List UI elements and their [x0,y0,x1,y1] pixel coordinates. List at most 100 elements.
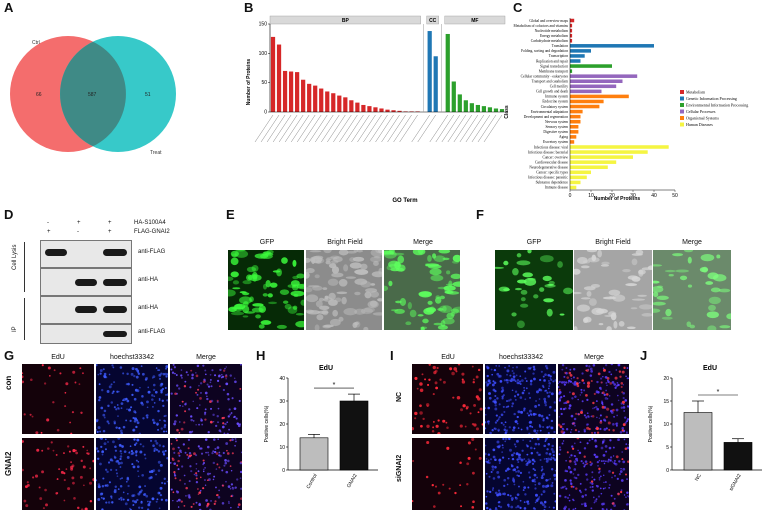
f-gfp-image [495,250,573,330]
go-bar [331,93,336,112]
j-y-tick: 20 [663,376,669,382]
kegg-bar-label: Infectious disease: viral [534,145,568,149]
venn-overlap [60,41,126,147]
go-bar [343,97,348,112]
h-y-tick: 0 [282,468,285,474]
kegg-bar [570,114,581,119]
go-bar [313,85,318,112]
kegg-bar [570,99,604,104]
panel-label-h: H [256,348,266,363]
kegg-bar-label: Environmental adaptation [531,110,568,114]
kegg-bar-label: Cancer: overview [543,155,569,159]
i-edu-title: EdU [441,354,455,361]
go-category-tick [459,114,479,143]
go-category-tick [477,114,497,143]
kegg-bar [570,150,648,154]
panel-label-e: E [226,207,235,222]
go-y-axis-label: Number of Proteins [246,59,252,106]
kegg-bar [570,54,585,58]
venn-right-label: Treat [150,150,162,156]
j-y-tick: 0 [666,468,669,474]
panel-label-i: I [390,348,394,363]
go-category-tick [309,114,328,143]
venn-diagram: Ctrl Treat 66 587 51 [10,36,176,156]
go-bar [391,110,396,112]
go-bar [282,70,288,112]
e-bright-title: Bright Field [327,239,363,246]
kegg-bar [570,109,583,114]
go-bar [301,79,306,112]
kegg-bar-label: Translation [552,44,568,48]
g-gnai2-edu-image [22,438,94,510]
kegg-bar [570,160,617,164]
i-signai2-hoechst-image [485,438,556,510]
g-edu-title: EdU [51,354,65,361]
panel-label-f: F [476,207,484,222]
go-category-tick [447,114,466,143]
kegg-bar-label: Neurodegenerative disease [529,166,568,170]
kegg-bar-label: Nucleotide metabolism [535,29,569,33]
blot-sign-2-3: + [108,229,112,235]
go-category-tick [381,114,400,143]
go-category-tick [411,114,430,143]
panel-label-g: G [4,348,15,363]
go-category-tick [429,114,448,143]
go-bar [457,94,462,112]
kegg-bar-label: Infectious disease: parasitic [528,176,568,180]
kegg-bar [570,119,581,124]
go-category-tick [435,114,454,143]
go-category-tick [278,114,298,143]
kegg-bar [570,140,575,144]
kegg-legend-swatch [680,103,684,107]
f-merge-image [653,250,731,330]
j-y-axis-label: Positive cells(%) [648,405,654,442]
go-group-strip [444,15,506,25]
e-merge-image [384,250,460,330]
kegg-bar [570,84,617,89]
go-bar [397,110,402,112]
go-bar [276,44,282,112]
go-category-tick [483,114,503,143]
kegg-bar [570,155,633,159]
go-category-tick [315,114,334,143]
go-category-tick [465,114,485,143]
kegg-x-tick: 40 [651,193,657,199]
go-bar [270,36,276,113]
go-group-strip [269,15,421,25]
go-bar [385,109,390,112]
go-category-tick [327,114,346,143]
go-category-tick [453,114,473,143]
blot-strip-2-label: anti-HA [138,277,159,283]
i-nc-merge-image [558,364,629,434]
g-row-gnai2-label: GNAI2 [4,451,13,476]
g-gnai2-merge-image [170,438,242,510]
go-category-tick [303,114,322,143]
kegg-bar-label: Sensory system [546,125,569,129]
h-bar [339,400,369,471]
j-y-tick: 15 [663,399,669,405]
kegg-x-tick: 0 [569,193,572,199]
kegg-bar-label: Endocrine system [542,100,568,104]
kegg-bar-label: Development and regeneration [524,115,569,119]
h-y-axis-label: Positive cells(%) [264,405,270,442]
blot-strip-2 [40,268,132,296]
go-bar [361,104,366,112]
kegg-bar [570,33,573,38]
blot-strip-3 [40,296,132,324]
kegg-legend-label: Metabolism [686,90,706,95]
kegg-bar-label: Cellular community - eukaryotes [521,74,569,78]
go-bar [451,81,456,112]
kegg-x-axis-label: Number of Proteins [594,196,641,202]
j-y-tick: 10 [663,422,669,428]
j-significance-mark: * [717,389,720,396]
kegg-bar [570,69,573,73]
kegg-legend-label: Human Diseases [686,122,713,127]
f-bright-image [574,250,652,330]
go-category-tick [375,114,394,143]
edu-knockdown-bar-chart: EdU 0 5 10 15 20 Positive cells(%) NC siGNAI2 * [648,365,762,492]
g-row-con-label: con [4,375,13,390]
kegg-bar-label: Energy metabolism [540,34,568,38]
kegg-bar-label: Digestive system [543,130,568,134]
go-bar [349,100,354,112]
kegg-bar [570,49,591,53]
